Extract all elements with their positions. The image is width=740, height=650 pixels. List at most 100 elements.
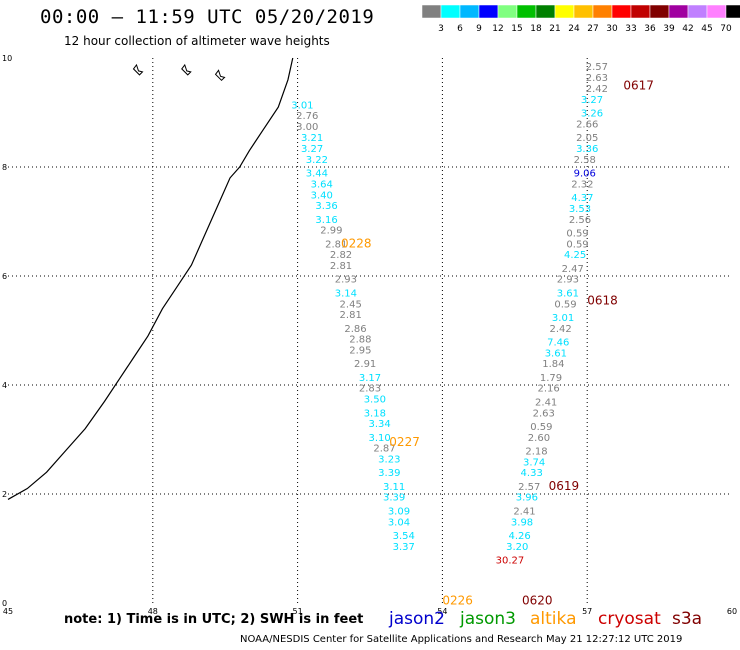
swh-value: 3.11 [383, 482, 405, 493]
swh-value: 2.88 [349, 335, 371, 346]
swh-value: 3.26 [581, 109, 603, 120]
pass-time-label: 0227 [389, 435, 420, 449]
lon-tick-label: 57 [582, 607, 592, 616]
swh-value: 0.59 [566, 228, 588, 239]
lat-tick-label: 0 [2, 599, 7, 608]
swh-value: 2.76 [296, 111, 318, 122]
swh-value: 9.06 [574, 168, 596, 179]
swh-value: 1.79 [540, 373, 562, 384]
swh-value: 2.32 [571, 179, 593, 190]
pass-time-label: 0228 [341, 236, 372, 250]
swh-value: 3.36 [315, 201, 337, 212]
scale-label: 70 [720, 24, 732, 34]
swh-value: 3.44 [306, 168, 328, 179]
swh-value: 3.01 [291, 100, 313, 111]
scale-label: 30 [606, 24, 618, 34]
swh-value: 3.64 [311, 179, 333, 190]
satellite-s3a: s3a [672, 609, 703, 629]
lon-tick-label: 48 [148, 607, 158, 616]
pass-time-label: 0619 [549, 479, 580, 493]
swh-value: 2.93 [557, 275, 579, 286]
swh-value: 2.57 [586, 62, 608, 73]
swh-value: 2.16 [537, 384, 559, 395]
lat-tick-label: 10 [2, 54, 12, 63]
swh-value: 2.81 [325, 239, 347, 250]
swh-value: 2.45 [340, 299, 362, 310]
swh-value: 2.81 [330, 261, 352, 272]
lon-tick-label: 60 [727, 607, 737, 616]
swh-value: 3.04 [388, 517, 410, 528]
swh-value: 2.93 [335, 275, 357, 286]
swh-value: 3.00 [296, 122, 318, 133]
swh-value: 2.60 [528, 433, 550, 444]
swh-value: 4.26 [508, 531, 530, 542]
page-subtitle: 12 hour collection of altimeter wave hei… [64, 34, 330, 48]
lon-tick-label: 45 [3, 607, 13, 616]
satellite-cryosat: cryosat [598, 609, 661, 629]
swh-value: 2.91 [354, 359, 376, 370]
swh-value: 7.46 [547, 337, 569, 348]
swh-value: 2.66 [576, 119, 598, 130]
swh-value: 3.37 [393, 542, 415, 553]
swh-value: 0.59 [554, 299, 576, 310]
scale-label: 9 [476, 24, 482, 34]
swh-value: 2.18 [525, 446, 547, 457]
swh-value: 3.36 [576, 144, 598, 155]
swh-value: 3.50 [364, 395, 386, 406]
scale-label: 27 [587, 24, 598, 34]
swh-value: 3.22 [306, 155, 328, 166]
swh-value: 2.58 [574, 155, 596, 166]
swh-value: 3.27 [581, 95, 603, 106]
swh-value: 2.41 [513, 506, 535, 517]
lat-tick-label: 4 [2, 381, 7, 390]
swh-value: 3.61 [545, 348, 567, 359]
swh-value: 2.47 [562, 264, 584, 275]
swh-value: 3.27 [301, 144, 323, 155]
swh-value: 30.27 [496, 555, 525, 566]
island [132, 63, 144, 76]
scale-label: 18 [530, 24, 542, 34]
swh-value: 2.83 [359, 384, 381, 395]
swh-value: 2.63 [586, 73, 608, 84]
page-title: 00:00 – 11:59 UTC 05/20/2019 [40, 6, 375, 28]
swh-value: 3.34 [369, 419, 391, 430]
swh-value: 3.23 [378, 455, 400, 466]
swh-value: 2.42 [550, 324, 572, 335]
pass-time-label: 0226 [442, 593, 473, 607]
swh-value: 3.39 [383, 493, 405, 504]
swh-value: 2.41 [535, 397, 557, 408]
swh-value: 3.20 [506, 542, 528, 553]
swh-value: 4.25 [564, 250, 586, 261]
swh-value: 3.96 [516, 493, 538, 504]
satellite-altika: altika [530, 609, 577, 629]
swh-value: 3.54 [393, 531, 415, 542]
swh-value: 3.01 [552, 313, 574, 324]
swh-value: 3.21 [301, 133, 323, 144]
swh-value: 1.84 [542, 359, 564, 370]
swh-value: 2.63 [533, 408, 555, 419]
coastline [7, 57, 294, 500]
scale-label: 36 [644, 24, 656, 34]
scale-label: 45 [701, 24, 712, 34]
island [214, 69, 226, 82]
swh-value: 4.33 [521, 468, 543, 479]
pass-time-label: 0618 [587, 294, 618, 308]
scale-label: 12 [492, 24, 503, 34]
scale-label: 15 [511, 24, 522, 34]
pass-time-label: 0620 [522, 593, 553, 607]
swh-value: 3.74 [523, 457, 545, 468]
swh-value: 2.99 [320, 226, 342, 237]
swh-value: 2.87 [373, 444, 395, 455]
scale-label: 33 [625, 24, 636, 34]
swh-value: 3.61 [557, 288, 579, 299]
scale-label: 24 [568, 24, 580, 34]
swh-value: 2.56 [569, 215, 591, 226]
swh-value: 2.05 [576, 133, 598, 144]
swh-value: 2.82 [330, 250, 352, 261]
swh-value: 3.18 [364, 408, 386, 419]
swh-value: 3.14 [335, 288, 357, 299]
swh-value: 2.95 [349, 346, 371, 357]
footer-note: note: 1) Time is in UTC; 2) SWH is in fe… [64, 612, 364, 627]
